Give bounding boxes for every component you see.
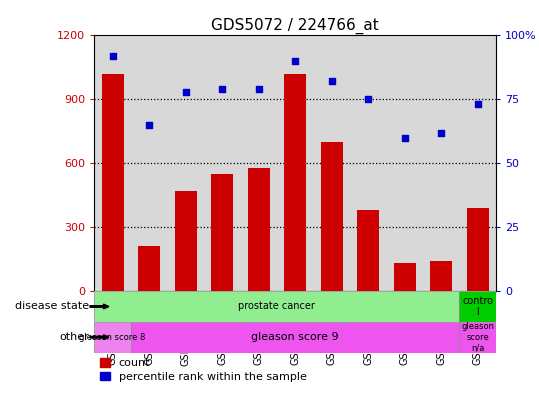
Bar [357, 210, 379, 291]
Bar [94, 322, 131, 353]
Point [145, 122, 154, 128]
Point [400, 134, 409, 141]
Bar [138, 246, 160, 291]
Bar [175, 191, 197, 291]
Point [218, 86, 226, 92]
Bar [131, 322, 459, 353]
Legend: count, percentile rank within the sample: count, percentile rank within the sample [100, 358, 307, 382]
Bar [102, 74, 123, 291]
Title: GDS5072 / 224766_at: GDS5072 / 224766_at [211, 18, 379, 34]
Text: disease state: disease state [15, 301, 89, 312]
Point [108, 53, 117, 59]
Bar [321, 142, 343, 291]
Text: prostate cancer: prostate cancer [238, 301, 315, 312]
Text: gleason score 9: gleason score 9 [251, 332, 339, 342]
Bar [467, 208, 488, 291]
Point [181, 88, 190, 95]
Bar [211, 174, 233, 291]
Point [437, 129, 445, 136]
Bar [459, 291, 496, 322]
Text: other: other [59, 332, 89, 342]
Text: gleason score 8: gleason score 8 [79, 333, 146, 342]
Bar [459, 322, 496, 353]
Point [254, 86, 263, 92]
Point [291, 58, 300, 64]
Text: contro
l: contro l [462, 296, 493, 317]
Bar [247, 167, 270, 291]
Text: gleason
score
n/a: gleason score n/a [461, 322, 494, 352]
Bar [430, 261, 452, 291]
Bar [393, 263, 416, 291]
Point [327, 78, 336, 84]
Bar [284, 74, 306, 291]
Point [364, 96, 372, 103]
Point [473, 101, 482, 108]
